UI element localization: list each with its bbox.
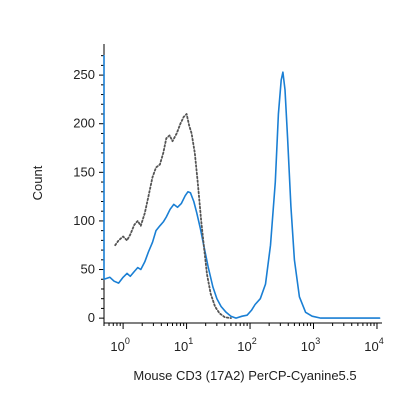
axes (103, 44, 382, 324)
control-histogram-line (114, 113, 232, 319)
y-tick-label: 50 (81, 262, 95, 277)
y-tick-label: 250 (73, 67, 95, 82)
y-tick-label: 200 (73, 116, 95, 131)
x-axis-title: Mouse CD3 (17A2) PerCP-Cyanine5.5 (133, 368, 356, 383)
y-tick-label: 0 (88, 310, 95, 325)
y-axis-title: Count (30, 165, 45, 200)
series-layer (103, 54, 381, 319)
y-tick-label: 100 (73, 213, 95, 228)
y-ticks: 0 50 100 150 200 250 (73, 55, 104, 325)
x-tick-label: 101 (174, 336, 193, 354)
x-tick-label: 100 (110, 336, 129, 354)
stained-histogram-line (103, 54, 381, 319)
x-tick-label: 103 (301, 336, 320, 354)
y-tick-label: 150 (73, 164, 95, 179)
x-tick-label: 102 (237, 336, 256, 354)
x-tick-label: 104 (364, 336, 383, 354)
x-ticks: 100 101 102 103 104 (103, 323, 384, 354)
